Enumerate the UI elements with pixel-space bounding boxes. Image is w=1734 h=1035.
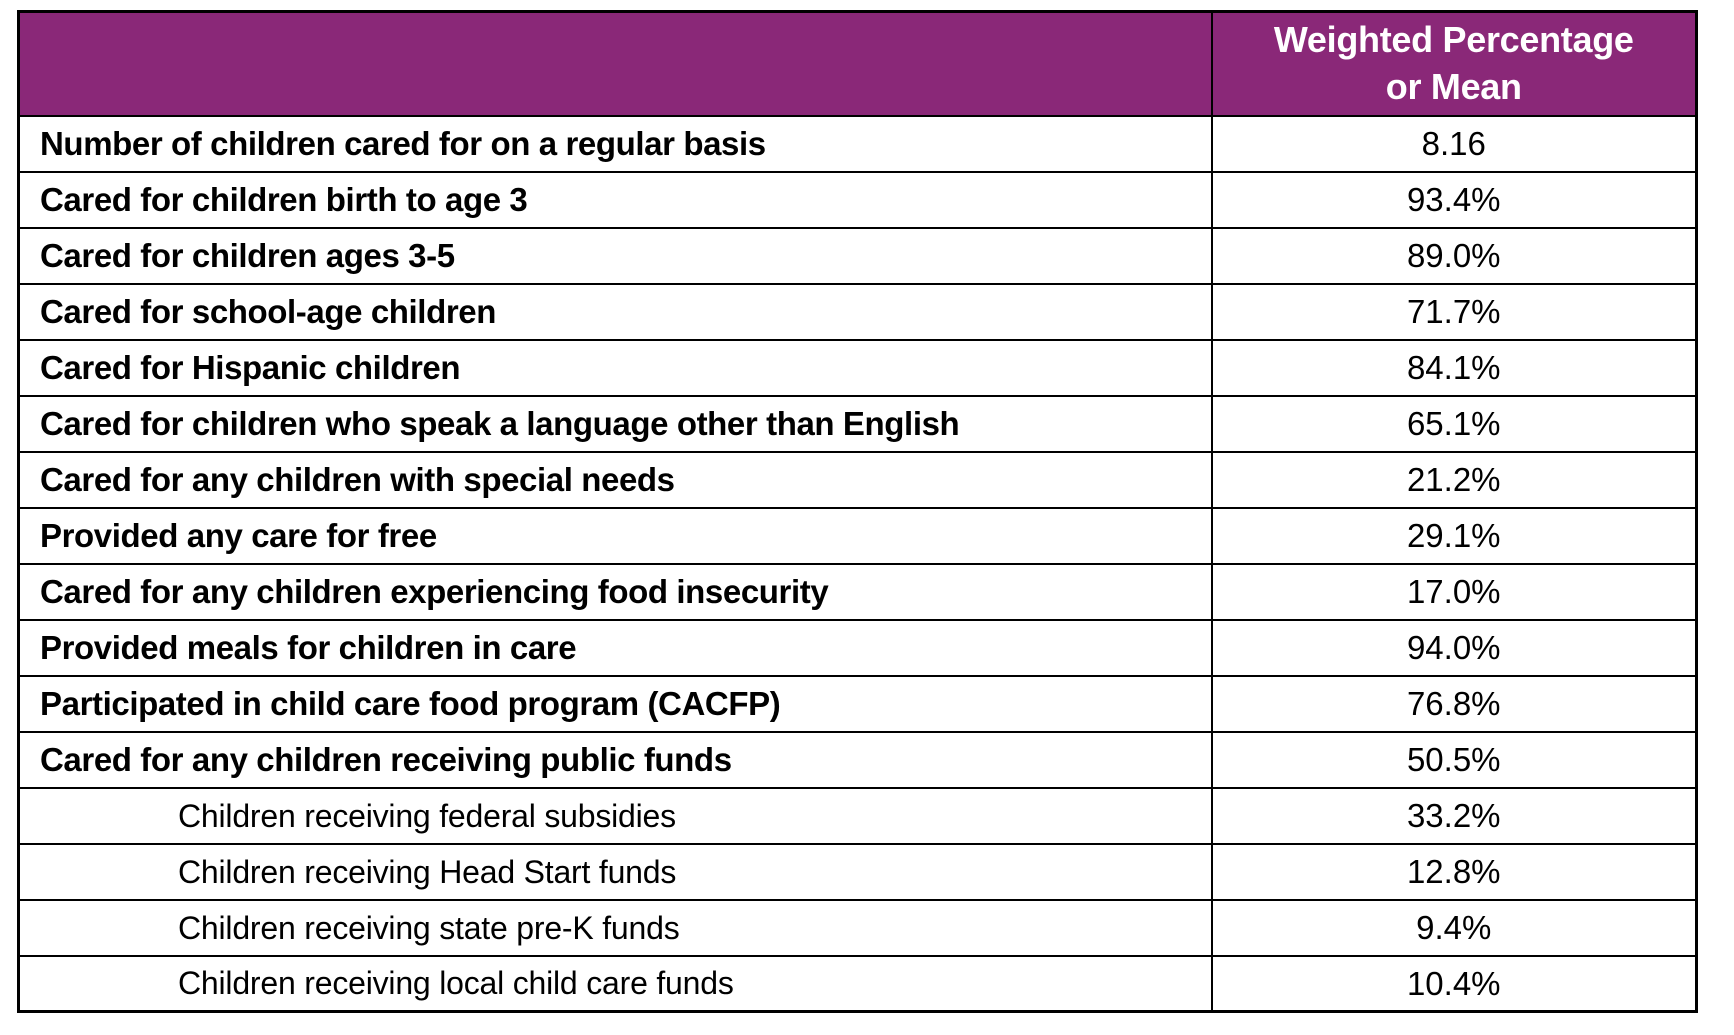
table-body: Number of children cared for on a regula… bbox=[17, 114, 1698, 1013]
table-row: Number of children cared for on a regula… bbox=[17, 114, 1698, 173]
row-label: Children receiving Head Start funds bbox=[17, 842, 1213, 901]
table-row: Provided meals for children in care 94.0% bbox=[17, 618, 1698, 677]
column-header-label bbox=[17, 10, 1213, 117]
weighted-statistics-table: Weighted Percentage or Mean Number of ch… bbox=[17, 10, 1698, 1013]
table-row: Cared for children birth to age 3 93.4% bbox=[17, 170, 1698, 229]
table-header: Weighted Percentage or Mean bbox=[17, 10, 1698, 117]
row-value: 9.4% bbox=[1210, 898, 1698, 957]
header-row: Weighted Percentage or Mean bbox=[17, 10, 1698, 117]
row-value: 50.5% bbox=[1210, 730, 1698, 789]
table-row: Cared for children who speak a language … bbox=[17, 394, 1698, 453]
table-row: Cared for any children experiencing food… bbox=[17, 562, 1698, 621]
row-label: Cared for children birth to age 3 bbox=[17, 170, 1213, 229]
table-row: Children receiving federal subsidies 33.2… bbox=[17, 786, 1698, 845]
row-label: Cared for any children receiving public … bbox=[17, 730, 1213, 789]
table-row: Cared for school-age children 71.7% bbox=[17, 282, 1698, 341]
row-label: Cared for any children with special need… bbox=[17, 450, 1213, 509]
table-row: Provided any care for free 29.1% bbox=[17, 506, 1698, 565]
table-row: Children receiving local child care fund… bbox=[17, 954, 1698, 1013]
table-row: Children receiving Head Start funds 12.8% bbox=[17, 842, 1698, 901]
row-value: 12.8% bbox=[1210, 842, 1698, 901]
table-row: Cared for Hispanic children 84.1% bbox=[17, 338, 1698, 397]
row-label: Provided any care for free bbox=[17, 506, 1213, 565]
row-label: Cared for Hispanic children bbox=[17, 338, 1213, 397]
row-value: 65.1% bbox=[1210, 394, 1698, 453]
row-label: Children receiving federal subsidies bbox=[17, 786, 1213, 845]
row-value: 76.8% bbox=[1210, 674, 1698, 733]
row-value: 17.0% bbox=[1210, 562, 1698, 621]
row-label: Cared for children ages 3-5 bbox=[17, 226, 1213, 285]
row-label: Participated in child care food program … bbox=[17, 674, 1213, 733]
table-container: Weighted Percentage or Mean Number of ch… bbox=[17, 10, 1698, 1013]
row-label: Children receiving local child care fund… bbox=[17, 954, 1213, 1013]
row-value: 10.4% bbox=[1210, 954, 1698, 1013]
row-label: Cared for school-age children bbox=[17, 282, 1213, 341]
row-label: Cared for children who speak a language … bbox=[17, 394, 1213, 453]
row-label: Number of children cared for on a regula… bbox=[17, 114, 1213, 173]
row-value: 8.16 bbox=[1210, 114, 1698, 173]
row-label: Provided meals for children in care bbox=[17, 618, 1213, 677]
table-row: Cared for children ages 3-5 89.0% bbox=[17, 226, 1698, 285]
row-label: Cared for any children experiencing food… bbox=[17, 562, 1213, 621]
row-value: 33.2% bbox=[1210, 786, 1698, 845]
table-row: Participated in child care food program … bbox=[17, 674, 1698, 733]
row-value: 21.2% bbox=[1210, 450, 1698, 509]
row-value: 94.0% bbox=[1210, 618, 1698, 677]
row-value: 84.1% bbox=[1210, 338, 1698, 397]
row-value: 93.4% bbox=[1210, 170, 1698, 229]
row-value: 89.0% bbox=[1210, 226, 1698, 285]
column-header-weighted-percentage-or-mean: Weighted Percentage or Mean bbox=[1210, 10, 1698, 117]
row-value: 29.1% bbox=[1210, 506, 1698, 565]
row-label: Children receiving state pre-K funds bbox=[17, 898, 1213, 957]
row-value: 71.7% bbox=[1210, 282, 1698, 341]
table-row: Cared for any children receiving public … bbox=[17, 730, 1698, 789]
table-row: Cared for any children with special need… bbox=[17, 450, 1698, 509]
table-row: Children receiving state pre-K funds 9.4% bbox=[17, 898, 1698, 957]
